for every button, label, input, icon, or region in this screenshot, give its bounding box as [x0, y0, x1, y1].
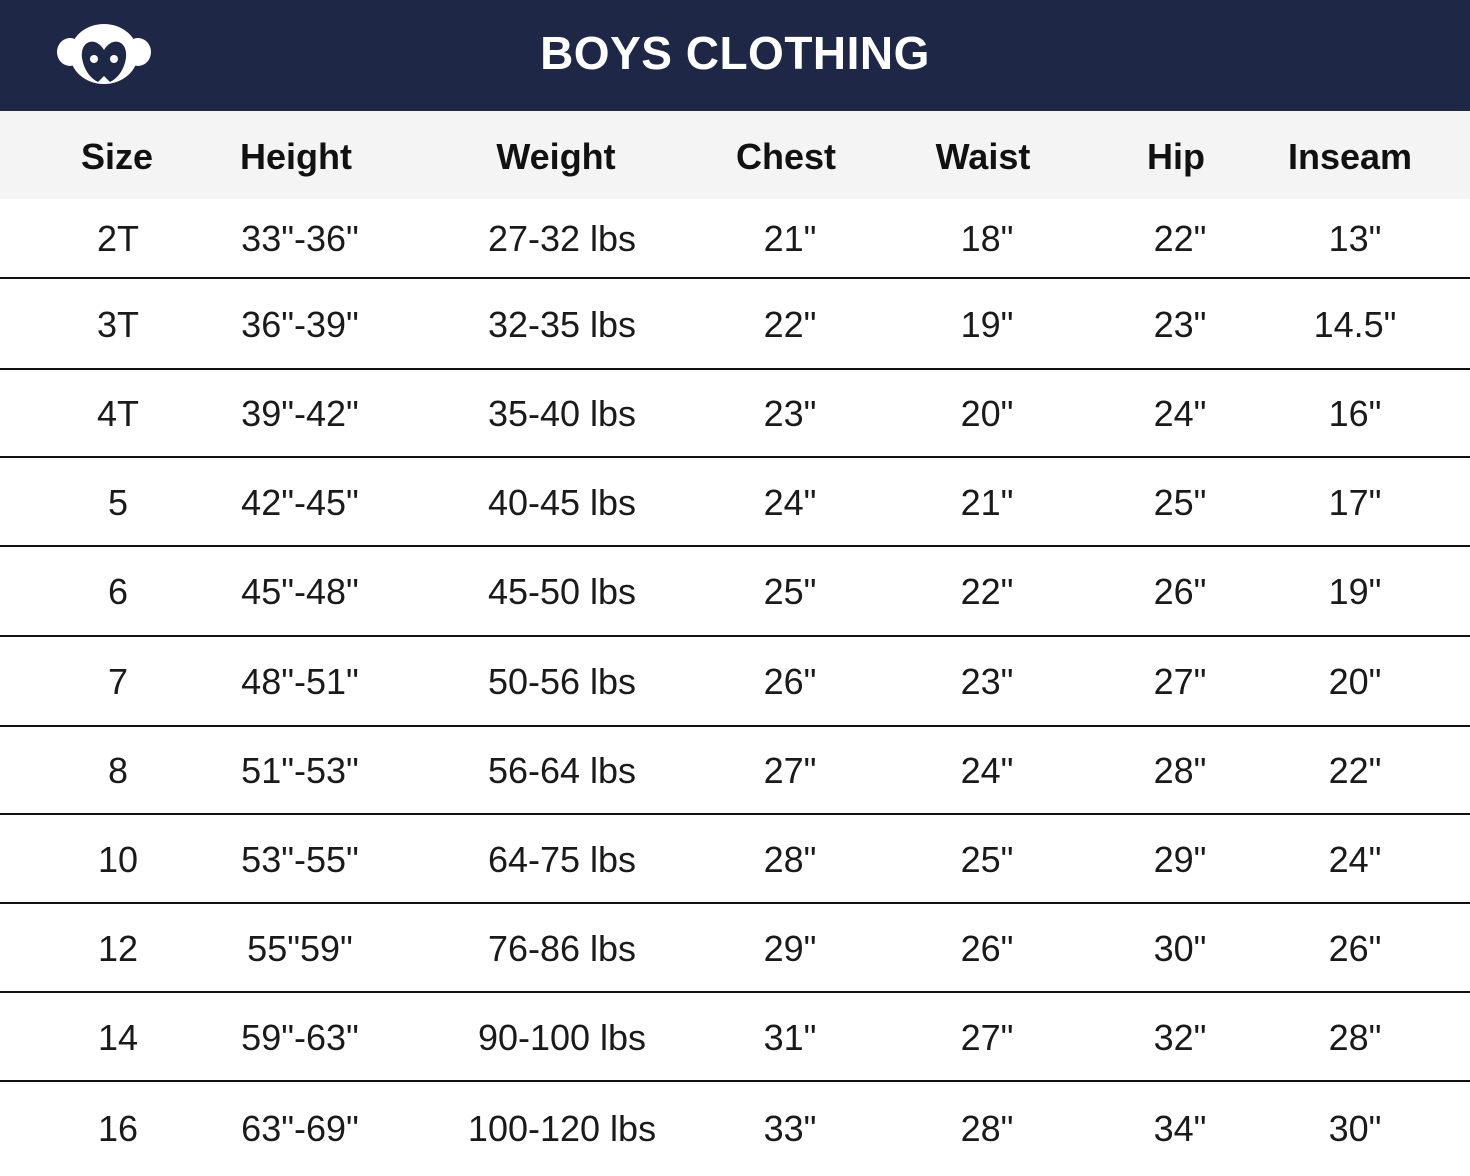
cell-height: 33"-36": [241, 218, 359, 259]
cell-weight: 76-86 lbs: [487, 927, 637, 969]
table-row: 10 53"-55" 64-75 lbs 28" 25" 29" 24": [0, 815, 1470, 904]
cell-chest: 23": [763, 393, 817, 434]
cell-weight: 45-50 lbs: [487, 571, 637, 612]
cell-waist: 18": [960, 218, 1014, 259]
column-header-waist: Waist: [935, 136, 1031, 177]
cell-size: 8: [107, 750, 129, 791]
cell-height: 48"-51": [241, 661, 359, 702]
cell-inseam: 20": [1328, 661, 1382, 702]
table-row: 2T 33"-36" 27-32 lbs 21" 18" 22" 13": [0, 199, 1470, 279]
cell-inseam: 30": [1328, 1108, 1382, 1149]
cell-size: 3T: [96, 303, 140, 345]
table-row: 16 63"-69" 100-120 lbs 33" 28" 34" 30": [0, 1082, 1470, 1176]
cell-weight: 27-32 lbs: [487, 218, 637, 259]
cell-hip: 29": [1153, 838, 1207, 880]
table-header: Size Height Weight Chest Waist Hip Inseam: [0, 111, 1470, 199]
cell-size: 10: [97, 838, 139, 880]
cell-waist: 26": [960, 927, 1014, 969]
cell-inseam: 19": [1328, 571, 1382, 612]
cell-hip: 26": [1153, 571, 1207, 612]
table-row: 4T 39"-42" 35-40 lbs 23" 20" 24" 16": [0, 370, 1470, 458]
cell-weight: 35-40 lbs: [487, 393, 637, 434]
cell-height: 39"-42": [241, 393, 359, 434]
table-row: 3T 36"-39" 32-35 lbs 22" 19" 23" 14.5": [0, 279, 1470, 370]
cell-height: 51"-53": [241, 750, 359, 791]
cell-chest: 21": [763, 218, 817, 259]
cell-chest: 28": [763, 838, 817, 880]
cell-weight: 100-120 lbs: [467, 1108, 657, 1149]
cell-size: 14: [97, 1016, 139, 1058]
header-banner: BOYS CLOTHING: [0, 0, 1470, 111]
cell-inseam: 22": [1328, 750, 1382, 791]
cell-chest: 29": [763, 927, 817, 969]
cell-inseam: 24": [1328, 838, 1382, 880]
cell-hip: 27": [1153, 661, 1207, 702]
cell-weight: 90-100 lbs: [477, 1016, 647, 1058]
cell-chest: 33": [763, 1108, 817, 1149]
cell-size: 5: [107, 481, 129, 523]
cell-waist: 22": [960, 571, 1014, 612]
cell-size: 6: [107, 571, 129, 612]
cell-waist: 28": [960, 1108, 1014, 1149]
column-header-size: Size: [80, 136, 154, 177]
cell-height: 59"-63": [241, 1016, 359, 1058]
cell-hip: 25": [1153, 481, 1207, 523]
cell-height: 42"-45": [241, 481, 359, 523]
cell-height: 53"-55": [241, 838, 359, 880]
cell-inseam: 14.5": [1313, 303, 1397, 345]
cell-waist: 21": [960, 481, 1014, 523]
cell-size: 16: [97, 1108, 139, 1149]
cell-inseam: 26": [1328, 927, 1382, 969]
cell-size: 7: [107, 661, 129, 702]
table-row: 8 51"-53" 56-64 lbs 27" 24" 28" 22": [0, 727, 1470, 815]
cell-inseam: 28": [1328, 1016, 1382, 1058]
table-row: 14 59"-63" 90-100 lbs 31" 27" 32" 28": [0, 993, 1470, 1082]
cell-height: 63"-69": [241, 1108, 359, 1149]
cell-waist: 25": [960, 838, 1014, 880]
cell-size: 12: [97, 927, 139, 969]
cell-height: 45"-48": [241, 571, 359, 612]
cell-waist: 23": [960, 661, 1014, 702]
cell-weight: 64-75 lbs: [487, 838, 637, 880]
cell-hip: 24": [1153, 393, 1207, 434]
cell-chest: 22": [763, 303, 817, 345]
cell-hip: 32": [1153, 1016, 1207, 1058]
table-row: 7 48"-51" 50-56 lbs 26" 23" 27" 20": [0, 637, 1470, 727]
cell-waist: 24": [960, 750, 1014, 791]
page-title: BOYS CLOTHING: [540, 27, 930, 79]
column-header-chest: Chest: [735, 136, 837, 177]
column-header-inseam: Inseam: [1287, 136, 1413, 177]
cell-chest: 25": [763, 571, 817, 612]
cell-weight: 56-64 lbs: [487, 750, 637, 791]
table-row: 12 55"59" 76-86 lbs 29" 26" 30" 26": [0, 904, 1470, 993]
cell-hip: 34": [1153, 1108, 1207, 1149]
monkey-logo-icon: [57, 24, 151, 84]
cell-hip: 28": [1153, 750, 1207, 791]
cell-inseam: 17": [1328, 481, 1382, 523]
cell-size: 4T: [96, 393, 140, 434]
cell-hip: 30": [1153, 927, 1207, 969]
cell-weight: 50-56 lbs: [487, 661, 637, 702]
column-header-height: Height: [240, 136, 352, 177]
cell-height: 36"-39": [241, 303, 359, 345]
cell-size: 2T: [96, 218, 140, 259]
cell-weight: 32-35 lbs: [487, 303, 637, 345]
cell-weight: 40-45 lbs: [487, 481, 637, 523]
cell-hip: 23": [1153, 303, 1207, 345]
column-header-weight: Weight: [496, 136, 616, 177]
cell-hip: 22": [1153, 218, 1207, 259]
cell-inseam: 16": [1328, 393, 1382, 434]
cell-waist: 19": [960, 303, 1014, 345]
cell-waist: 20": [960, 393, 1014, 434]
cell-chest: 31": [763, 1016, 817, 1058]
table-row: 6 45"-48" 45-50 lbs 25" 22" 26" 19": [0, 547, 1470, 637]
cell-chest: 26": [763, 661, 817, 702]
cell-height: 55"59": [247, 927, 353, 969]
cell-waist: 27": [960, 1016, 1014, 1058]
cell-inseam: 13": [1328, 218, 1382, 259]
table-row: 5 42"-45" 40-45 lbs 24" 21" 25" 17": [0, 458, 1470, 547]
column-header-hip: Hip: [1147, 136, 1205, 177]
cell-chest: 27": [763, 750, 817, 791]
cell-chest: 24": [763, 481, 817, 523]
